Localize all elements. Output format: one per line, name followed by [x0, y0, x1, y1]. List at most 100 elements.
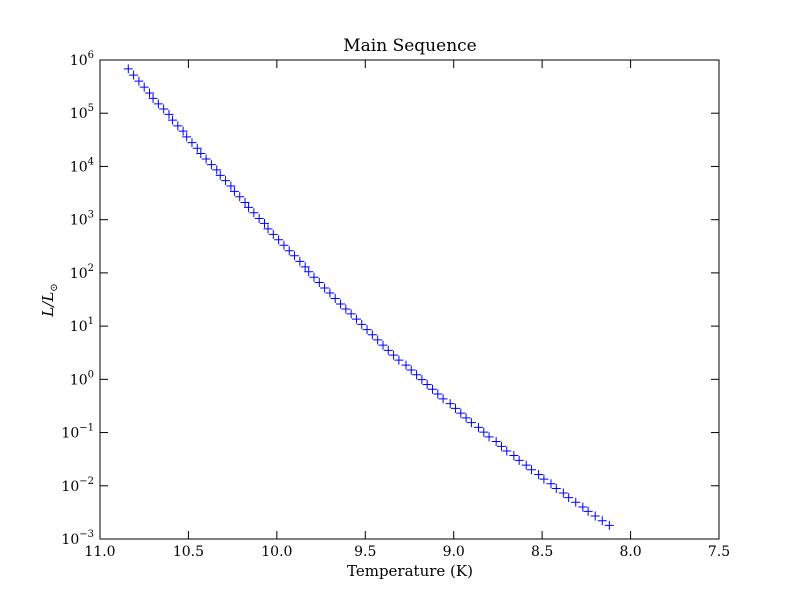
data-point — [159, 104, 169, 114]
y-tick-label-base: 10 — [70, 319, 88, 335]
data-point — [268, 229, 278, 239]
data-point — [357, 319, 367, 329]
data-point — [196, 149, 206, 159]
y-tick-label-base: 10 — [61, 426, 79, 442]
data-point — [389, 350, 399, 360]
data-point — [514, 455, 524, 465]
data-point — [134, 76, 144, 86]
data-point — [534, 469, 544, 479]
y-axis-label-subscript: ⊙ — [49, 283, 60, 291]
y-tick-label-exponent: 5 — [88, 103, 94, 114]
data-point — [314, 277, 324, 287]
data-point — [320, 283, 330, 293]
data-point — [551, 483, 561, 493]
x-axis: 11.0 10.5 10.0 9.5 9.0 8.5 8.0 7.5 — [84, 60, 730, 560]
data-point — [456, 408, 466, 418]
data-point — [558, 488, 568, 498]
data-point — [597, 516, 607, 526]
data-point — [187, 138, 197, 148]
data-point — [578, 502, 588, 512]
data-point — [362, 325, 372, 335]
data-point — [417, 375, 427, 385]
data-point — [249, 208, 259, 218]
data-point — [304, 267, 314, 277]
y-tick-label-exponent: 6 — [88, 50, 94, 61]
data-point — [604, 520, 614, 530]
data-point — [583, 506, 593, 516]
data-point — [168, 115, 178, 125]
data-point — [445, 399, 455, 409]
data-point — [129, 70, 139, 80]
data-point — [300, 262, 310, 272]
y-axis-label-group: L/L⊙ — [39, 283, 60, 317]
data-point — [509, 451, 519, 461]
y-tick-label-base: 10 — [70, 53, 88, 69]
data-point — [433, 389, 443, 399]
data-point — [221, 176, 231, 186]
y-tick-label-base: 10 — [70, 159, 88, 175]
y-tick-label: 101 — [70, 316, 94, 335]
data-point — [383, 345, 393, 355]
data-point — [373, 335, 383, 345]
data-point — [254, 214, 264, 224]
data-point — [571, 497, 581, 507]
y-tick-label-exponent: 1 — [88, 316, 94, 327]
data-point — [521, 460, 531, 470]
y-tick-label-exponent: 2 — [88, 263, 94, 274]
y-tick-label-exponent: 3 — [88, 210, 94, 221]
data-point — [406, 365, 416, 375]
data-point — [153, 99, 163, 109]
data-point — [564, 493, 574, 503]
data-point — [479, 427, 489, 437]
y-axis-label-main: L/L — [39, 292, 57, 318]
data-point — [259, 218, 269, 228]
data-point — [539, 474, 549, 484]
data-point — [325, 288, 335, 298]
data-point — [164, 109, 174, 119]
data-point — [139, 82, 149, 92]
data-point — [279, 240, 289, 250]
data-point — [401, 360, 411, 370]
chart-title: Main Sequence — [343, 36, 476, 56]
x-tick-label: 10.5 — [173, 544, 204, 560]
data-point — [215, 170, 225, 180]
y-tick-label-base: 10 — [61, 532, 79, 548]
data-point — [284, 246, 294, 256]
data-point — [173, 121, 183, 131]
y-tick-label-base: 10 — [70, 266, 88, 282]
y-axis-label: L/L⊙ — [39, 283, 60, 317]
data-point — [473, 422, 483, 432]
y-tick-label-base: 10 — [70, 106, 88, 122]
data-point — [226, 181, 236, 191]
data-point — [206, 160, 216, 170]
data-point — [590, 511, 600, 521]
y-tick-label-base: 10 — [61, 479, 79, 495]
data-point — [438, 394, 448, 404]
data-point — [450, 403, 460, 413]
y-tick-label: 105 — [70, 103, 94, 122]
y-tick-label-base: 10 — [70, 213, 88, 229]
x-tick-label: 9.5 — [354, 544, 376, 560]
data-point — [148, 93, 158, 103]
y-tick-label-exponent: −1 — [79, 423, 94, 434]
data-point — [367, 330, 377, 340]
data-point — [346, 309, 356, 319]
data-point — [546, 479, 556, 489]
y-tick-label-base: 10 — [70, 372, 88, 388]
data-point — [192, 143, 202, 153]
data-point — [201, 154, 211, 164]
data-point — [527, 465, 537, 475]
y-tick-label: 10−1 — [61, 423, 94, 442]
y-tick-label-exponent: −2 — [79, 476, 94, 487]
plot-area-frame — [99, 59, 720, 540]
data-point — [244, 202, 254, 212]
x-tick-label: 11.0 — [84, 544, 115, 560]
data-point — [461, 413, 471, 423]
data-point — [145, 88, 155, 98]
x-tick-label: 10.0 — [261, 544, 292, 560]
data-point — [235, 192, 245, 202]
data-point — [412, 370, 422, 380]
data-point — [378, 340, 388, 350]
data-point — [336, 299, 346, 309]
